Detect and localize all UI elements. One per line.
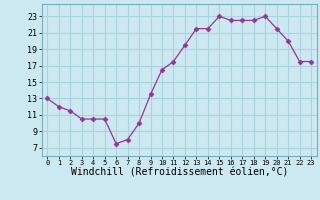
- X-axis label: Windchill (Refroidissement éolien,°C): Windchill (Refroidissement éolien,°C): [70, 168, 288, 178]
